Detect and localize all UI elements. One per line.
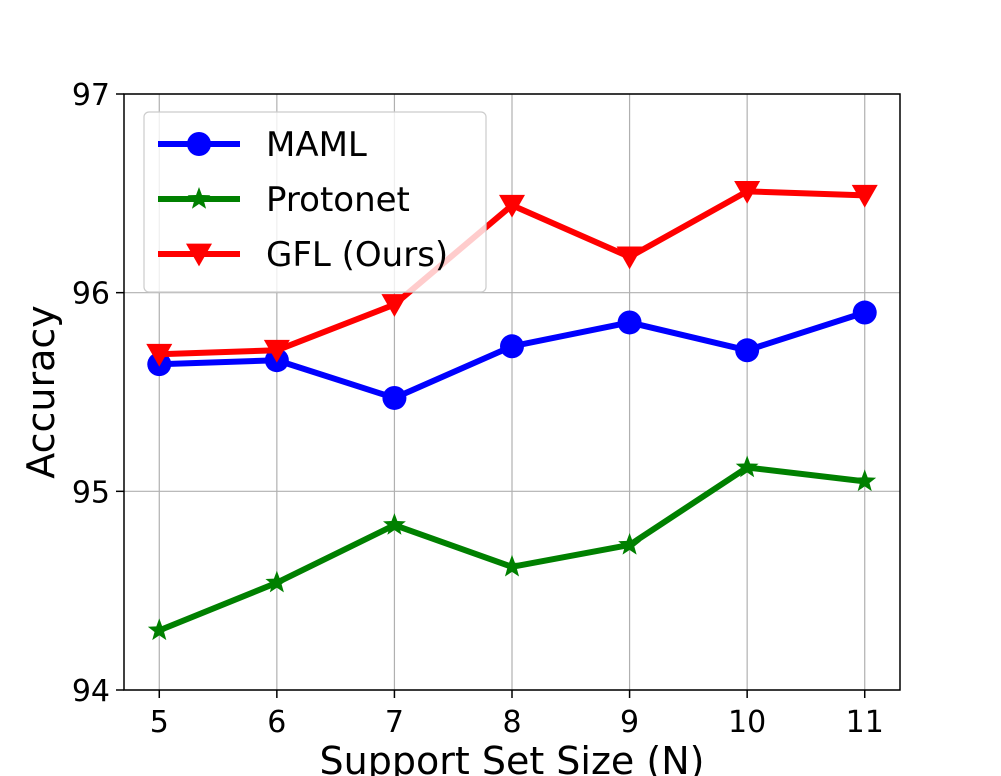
legend: MAML Protonet GFL (Ours) — [143, 111, 487, 293]
data-point-maml — [852, 300, 877, 325]
x-tick-label: 7 — [385, 705, 404, 740]
x-tick-label: 5 — [150, 705, 169, 740]
y-tick-label: 95 — [72, 475, 110, 510]
data-point-gfl-ours — [146, 343, 173, 367]
x-axis-title: Support Set Size (N) — [320, 739, 705, 776]
data-point-gfl-ours — [381, 294, 408, 317]
legend-marker-protonet — [187, 187, 211, 209]
data-point-protonet — [853, 469, 877, 492]
legend-marker-maml — [187, 132, 211, 156]
data-point-protonet — [265, 570, 289, 593]
x-tick-label: 8 — [502, 705, 521, 740]
y-tick-label: 96 — [72, 277, 110, 312]
legend-label-protonet: Protonet — [266, 180, 410, 220]
legend-label-gfl-ours: GFL (Ours) — [266, 235, 448, 275]
legend-label-maml: MAML — [266, 125, 367, 165]
axis-ticks: 5 6 7 8 9 10 11 94 95 96 97 — [72, 78, 884, 740]
data-point-protonet — [618, 532, 641, 555]
y-tick-label: 94 — [72, 674, 110, 709]
series-gfl-ours — [146, 180, 878, 367]
x-tick-label: 9 — [620, 705, 639, 740]
data-point-maml — [500, 334, 524, 359]
x-tick-label: 11 — [846, 705, 884, 740]
legend-box — [143, 111, 487, 293]
data-point-protonet — [147, 618, 171, 641]
legend-marker-gfl-ours — [186, 243, 212, 267]
data-point-gfl-ours — [616, 246, 643, 270]
data-point-protonet — [500, 554, 524, 577]
y-tick-label: 97 — [72, 78, 110, 113]
y-axis-title: Accuracy — [19, 305, 63, 479]
x-tick-label: 10 — [728, 705, 766, 740]
data-point-protonet — [735, 455, 759, 478]
data-point-maml — [382, 385, 407, 410]
x-tick-label: 6 — [267, 705, 286, 740]
series-layer — [146, 180, 878, 641]
data-point-gfl-ours — [499, 194, 525, 218]
series-protonet — [147, 455, 877, 641]
data-point-protonet — [383, 513, 406, 535]
data-point-gfl-ours — [851, 184, 878, 208]
data-point-maml — [617, 310, 642, 335]
data-point-gfl-ours — [734, 180, 761, 204]
data-point-maml — [735, 338, 760, 363]
data-point-gfl-ours — [263, 339, 290, 363]
